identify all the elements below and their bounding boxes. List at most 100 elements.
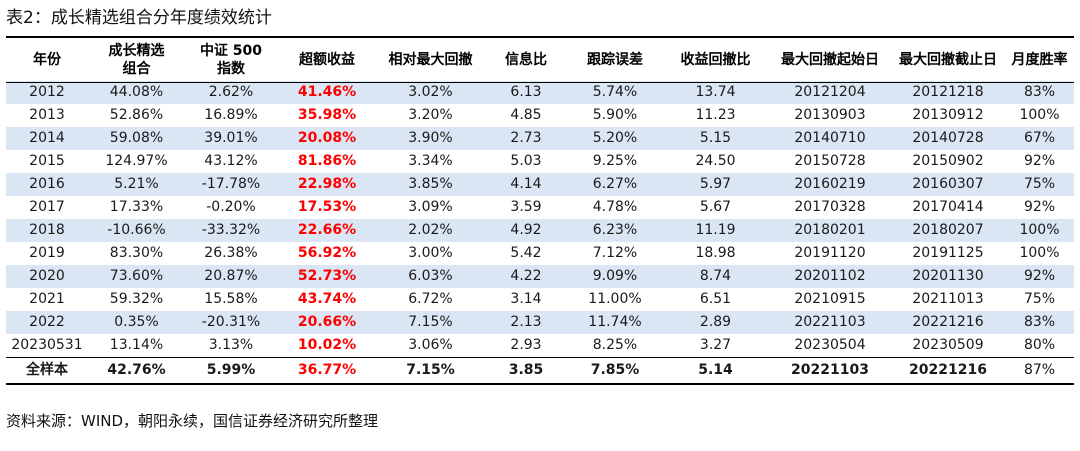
cell-return-drawdown-ratio: 5.67	[662, 196, 769, 219]
cell-excess-return: 56.92%	[277, 242, 377, 265]
header-row: 年份 成长精选组合 中证 500 指数 超额收益 相对最大回撤 信息比 跟踪误差…	[6, 38, 1074, 81]
table-row: 2013 52.86% 16.89% 35.98% 3.20% 4.85 5.90% 11.2…	[6, 104, 1074, 127]
col-header-year: 年份	[33, 51, 61, 68]
cell-information-ratio: 4.22	[484, 265, 568, 288]
cell-relative-max-drawdown: 3.09%	[377, 196, 484, 219]
col-header-drawdown-end: 最大回撤截止日	[899, 51, 997, 68]
cell-growth-portfolio: 42.76%	[88, 357, 185, 383]
col-header-csi500: 中证 500 指数	[199, 42, 263, 77]
cell-growth-portfolio: 44.08%	[88, 81, 185, 104]
cell-drawdown-end: 20130912	[891, 104, 1005, 127]
cell-information-ratio: 2.73	[484, 127, 568, 150]
total-row: 全样本 42.76% 5.99% 36.77% 7.15% 3.85 7.85% 5.14 20…	[6, 357, 1074, 383]
cell-excess-return: 36.77%	[277, 357, 377, 383]
cell-information-ratio: 3.14	[484, 288, 568, 311]
cell-monthly-win-rate: 92%	[1005, 150, 1074, 173]
cell-information-ratio: 3.85	[484, 357, 568, 383]
table-row: 2016 5.21% -17.78% 22.98% 3.85% 4.14 6.27% 5.97…	[6, 173, 1074, 196]
cell-monthly-win-rate: 75%	[1005, 173, 1074, 196]
cell-drawdown-start: 20221103	[769, 357, 891, 383]
cell-growth-portfolio: 73.60%	[88, 265, 185, 288]
cell-csi500: 20.87%	[185, 265, 277, 288]
cell-csi500: 3.13%	[185, 334, 277, 357]
table-row: 2015 124.97% 43.12% 81.86% 3.34% 5.03 9.25% 24.…	[6, 150, 1074, 173]
cell-drawdown-start: 20150728	[769, 150, 891, 173]
cell-excess-return: 81.86%	[277, 150, 377, 173]
cell-return-drawdown-ratio: 18.98	[662, 242, 769, 265]
cell-tracking-error: 11.74%	[568, 311, 662, 334]
cell-excess-return: 17.53%	[277, 196, 377, 219]
cell-growth-portfolio: 83.30%	[88, 242, 185, 265]
cell-csi500: -20.31%	[185, 311, 277, 334]
cell-growth-portfolio: 59.32%	[88, 288, 185, 311]
cell-excess-return: 22.98%	[277, 173, 377, 196]
cell-year: 2013	[6, 104, 88, 127]
cell-excess-return: 43.74%	[277, 288, 377, 311]
cell-monthly-win-rate: 67%	[1005, 127, 1074, 150]
cell-csi500: 39.01%	[185, 127, 277, 150]
source-note: 资料来源：WIND，朝阳永续，国信证券经济研究所整理	[6, 412, 379, 430]
cell-drawdown-end: 20180207	[891, 219, 1005, 242]
cell-information-ratio: 5.42	[484, 242, 568, 265]
cell-tracking-error: 8.25%	[568, 334, 662, 357]
col-header-excess-return: 超额收益	[299, 51, 355, 68]
cell-year: 2022	[6, 311, 88, 334]
cell-monthly-win-rate: 80%	[1005, 334, 1074, 357]
cell-tracking-error: 6.23%	[568, 219, 662, 242]
cell-csi500: 2.62%	[185, 81, 277, 104]
cell-year: 2021	[6, 288, 88, 311]
cell-relative-max-drawdown: 3.20%	[377, 104, 484, 127]
cell-csi500: -0.20%	[185, 196, 277, 219]
cell-monthly-win-rate: 83%	[1005, 81, 1074, 104]
performance-table: 年份 成长精选组合 中证 500 指数 超额收益 相对最大回撤 信息比 跟踪误差…	[6, 38, 1074, 383]
cell-growth-portfolio: -10.66%	[88, 219, 185, 242]
cell-information-ratio: 4.92	[484, 219, 568, 242]
cell-monthly-win-rate: 87%	[1005, 357, 1074, 383]
cell-tracking-error: 9.25%	[568, 150, 662, 173]
cell-relative-max-drawdown: 2.02%	[377, 219, 484, 242]
table-row: 2017 17.33% -0.20% 17.53% 3.09% 3.59 4.78% 5.67…	[6, 196, 1074, 219]
cell-return-drawdown-ratio: 8.74	[662, 265, 769, 288]
cell-monthly-win-rate: 92%	[1005, 196, 1074, 219]
cell-year: 2017	[6, 196, 88, 219]
cell-tracking-error: 7.12%	[568, 242, 662, 265]
cell-drawdown-start: 20121204	[769, 81, 891, 104]
col-header-information-ratio: 信息比	[505, 51, 547, 68]
cell-drawdown-end: 20160307	[891, 173, 1005, 196]
table-row: 2021 59.32% 15.58% 43.74% 6.72% 3.14 11.00% 6.5…	[6, 288, 1074, 311]
cell-information-ratio: 3.59	[484, 196, 568, 219]
cell-csi500: 43.12%	[185, 150, 277, 173]
cell-drawdown-end: 20150902	[891, 150, 1005, 173]
cell-information-ratio: 6.13	[484, 81, 568, 104]
cell-drawdown-end: 20170414	[891, 196, 1005, 219]
cell-growth-portfolio: 5.21%	[88, 173, 185, 196]
cell-monthly-win-rate: 75%	[1005, 288, 1074, 311]
cell-excess-return: 20.08%	[277, 127, 377, 150]
cell-tracking-error: 5.90%	[568, 104, 662, 127]
cell-return-drawdown-ratio: 5.15	[662, 127, 769, 150]
cell-drawdown-start: 20191120	[769, 242, 891, 265]
cell-growth-portfolio: 13.14%	[88, 334, 185, 357]
top-rule	[6, 36, 1074, 38]
cell-relative-max-drawdown: 3.02%	[377, 81, 484, 104]
cell-drawdown-start: 20160219	[769, 173, 891, 196]
table-caption: 表2：成长精选组合分年度绩效统计	[6, 8, 272, 28]
cell-return-drawdown-ratio: 11.19	[662, 219, 769, 242]
cell-information-ratio: 4.14	[484, 173, 568, 196]
cell-drawdown-start: 20230504	[769, 334, 891, 357]
cell-monthly-win-rate: 100%	[1005, 219, 1074, 242]
cell-tracking-error: 6.27%	[568, 173, 662, 196]
bottom-rule	[6, 383, 1074, 385]
col-header-relative-max-drawdown: 相对最大回撤	[388, 51, 473, 68]
cell-return-drawdown-ratio: 5.97	[662, 173, 769, 196]
col-header-return-drawdown-ratio: 收益回撤比	[680, 51, 751, 68]
cell-excess-return: 41.46%	[277, 81, 377, 104]
header-rule	[6, 82, 1074, 83]
cell-drawdown-start: 20201102	[769, 265, 891, 288]
cell-information-ratio: 2.93	[484, 334, 568, 357]
cell-excess-return: 52.73%	[277, 265, 377, 288]
cell-csi500: 26.38%	[185, 242, 277, 265]
cell-year: 2016	[6, 173, 88, 196]
cell-return-drawdown-ratio: 11.23	[662, 104, 769, 127]
cell-excess-return: 22.66%	[277, 219, 377, 242]
